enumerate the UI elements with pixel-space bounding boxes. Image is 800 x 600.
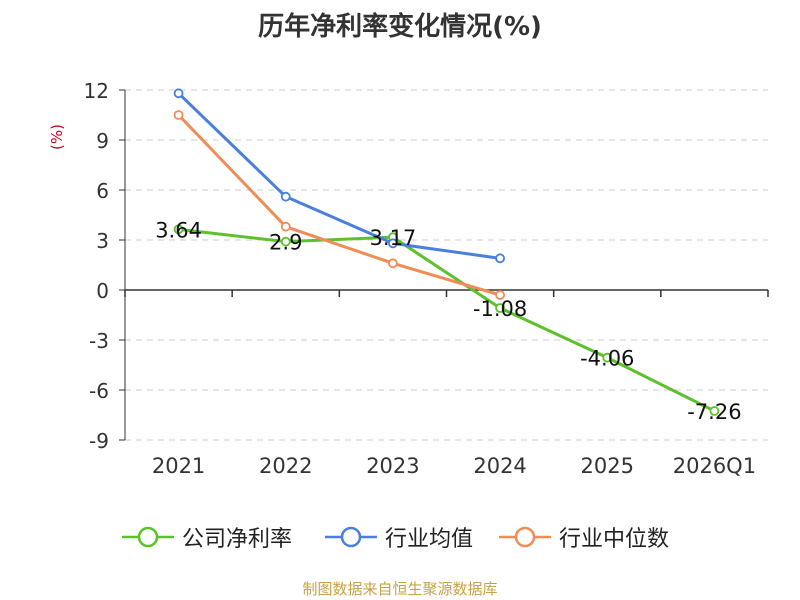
data-point xyxy=(388,238,398,249)
y-tick-label: 6 xyxy=(96,179,109,203)
data-point xyxy=(388,258,398,269)
legend-label: 行业中位数 xyxy=(559,527,670,552)
chart-title: 历年净利率变化情况(%) xyxy=(258,12,542,42)
legend-line-marker-icon xyxy=(499,526,551,548)
data-point xyxy=(173,224,184,235)
data-point xyxy=(173,88,184,99)
data-label: -4.06 xyxy=(580,347,634,371)
series-line xyxy=(177,113,501,297)
legend-line-marker-icon xyxy=(325,526,377,548)
x-tick-label: 2022 xyxy=(259,454,312,478)
data-point xyxy=(709,406,720,416)
legend-item[interactable]: 行业均值 xyxy=(325,520,473,554)
series-line xyxy=(178,227,716,413)
legend-item[interactable]: 行业中位数 xyxy=(499,520,669,554)
chart-legend: 公司净利率 行业均值 行业中位数 xyxy=(0,520,800,554)
data-point xyxy=(280,236,291,247)
x-tick-label: 2026Q1 xyxy=(673,454,756,478)
x-tick-label: 2024 xyxy=(473,454,526,478)
data-label: 2.9 xyxy=(269,231,302,255)
series-line xyxy=(177,92,501,260)
legend-line-marker-icon xyxy=(122,526,174,548)
data-label: 3.17 xyxy=(370,226,417,250)
data-label: -1.08 xyxy=(473,297,527,321)
data-point xyxy=(495,290,505,300)
data-point xyxy=(280,221,291,232)
y-tick-label: 12 xyxy=(84,79,109,103)
y-tick-label: -3 xyxy=(89,329,109,353)
x-tick-label: 2023 xyxy=(366,454,419,478)
y-tick-label: 3 xyxy=(96,229,109,253)
legend-item[interactable]: 公司净利率 xyxy=(122,520,292,554)
y-tick-label: 0 xyxy=(96,279,109,303)
y-tick-label: 9 xyxy=(96,129,109,153)
data-point xyxy=(280,191,291,202)
data-label: -7.26 xyxy=(687,400,741,424)
data-source-note: 制图数据来自恒生聚源数据库 xyxy=(302,580,498,598)
y-tick-label: -9 xyxy=(89,429,109,453)
data-point xyxy=(602,352,613,363)
data-label: 3.64 xyxy=(155,218,202,242)
data-point xyxy=(495,303,505,313)
x-tick-label: 2025 xyxy=(581,454,634,478)
data-point xyxy=(495,253,505,264)
legend-label: 公司净利率 xyxy=(182,527,293,552)
x-tick-label: 2021 xyxy=(152,454,205,478)
legend-label: 行业均值 xyxy=(385,527,474,552)
y-tick-label: -6 xyxy=(89,379,109,403)
data-point xyxy=(173,110,184,120)
